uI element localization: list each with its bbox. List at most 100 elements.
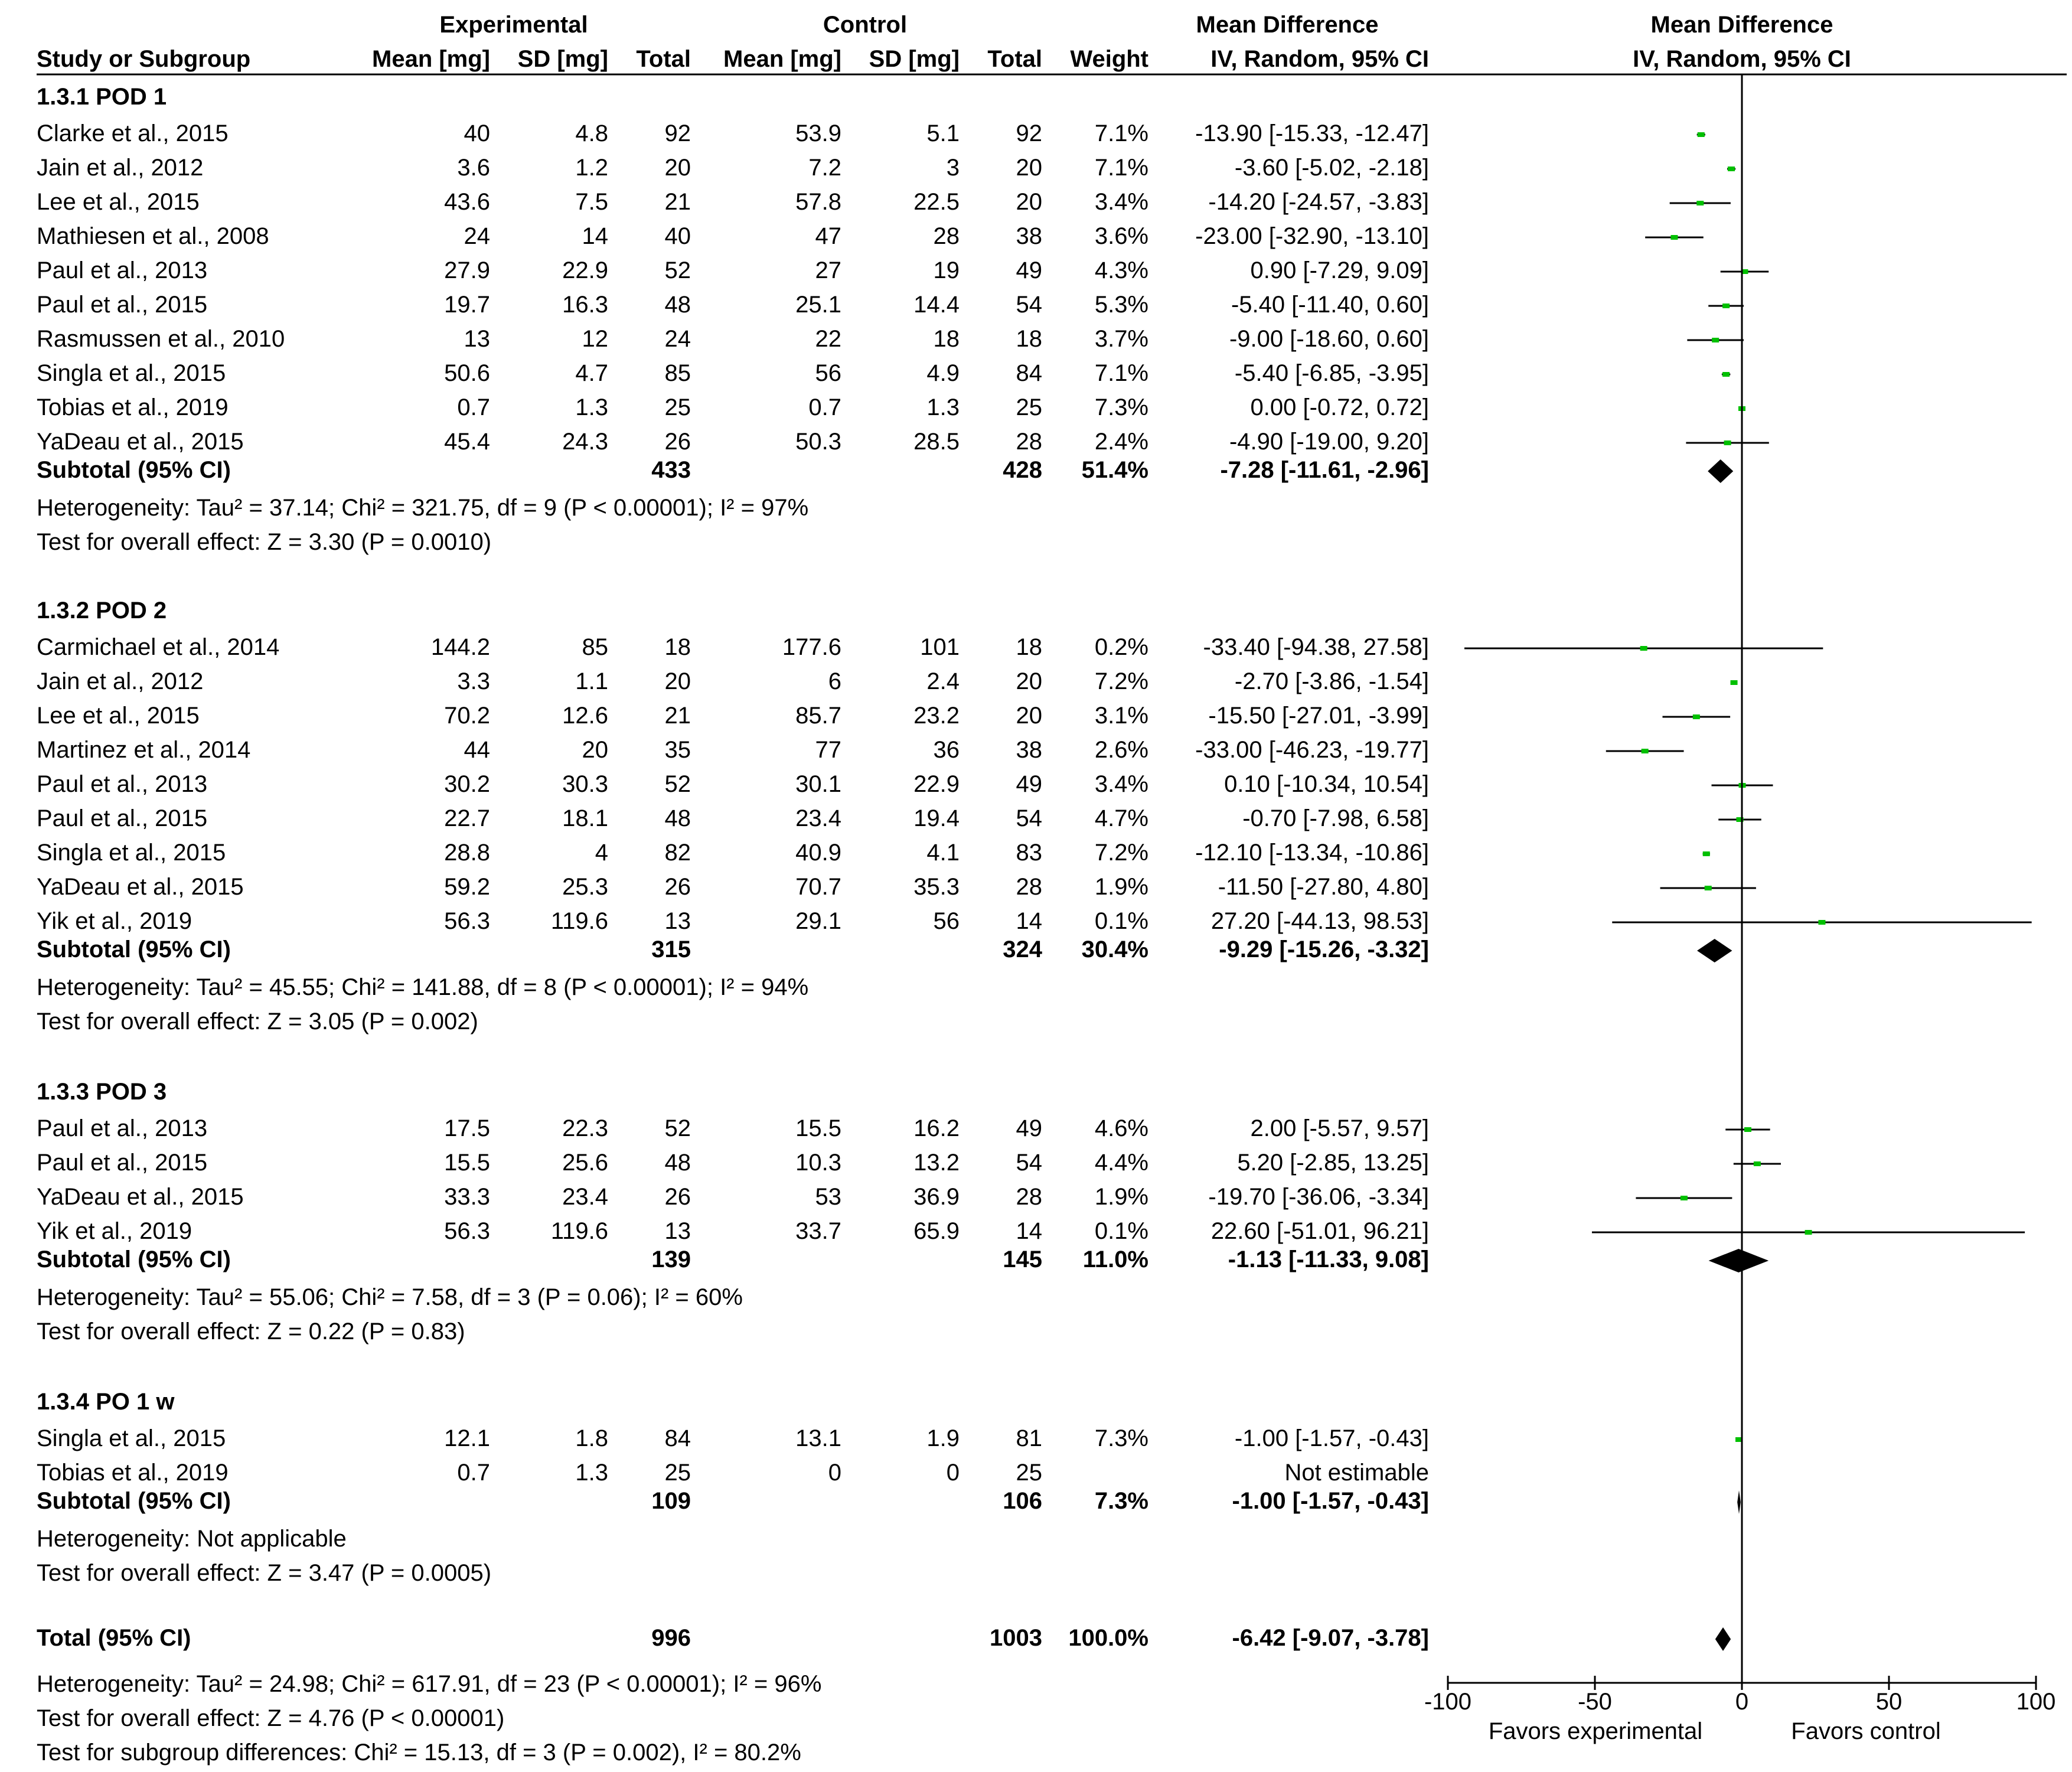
subgroup-heterogeneity: Heterogeneity: Tau² = 55.06; Chi² = 7.58… — [37, 1284, 743, 1310]
study-c-mean: 85.7 — [795, 703, 841, 729]
study-e-sd: 12.6 — [562, 703, 608, 729]
study-e-sd: 119.6 — [550, 908, 608, 934]
study-c-total: 25 — [1016, 394, 1043, 420]
study-c-mean: 53 — [815, 1184, 842, 1210]
effect-point — [1722, 372, 1730, 377]
study-e-sd: 1.8 — [575, 1425, 608, 1451]
study-name: Paul et al., 2013 — [37, 257, 208, 283]
study-ci: -9.00 [-18.60, 0.60] — [1229, 326, 1429, 352]
study-name: Singla et al., 2015 — [37, 1425, 226, 1451]
study-e-total: 13 — [664, 1218, 691, 1244]
study-e-mean: 56.3 — [444, 908, 490, 934]
effect-point — [1697, 132, 1705, 137]
study-c-sd: 5.1 — [926, 120, 960, 146]
study-weight: 7.1% — [1094, 155, 1148, 181]
effect-point — [1818, 920, 1826, 925]
study-ci: Not estimable — [1284, 1460, 1429, 1486]
study-weight: 7.2% — [1094, 840, 1148, 866]
study-e-sd: 22.9 — [562, 257, 608, 283]
study-e-mean: 28.8 — [444, 840, 490, 866]
study-name: Clarke et al., 2015 — [37, 120, 229, 146]
effect-point — [1696, 201, 1704, 205]
study-e-sd: 1.3 — [575, 394, 608, 420]
footer-stat-1: Heterogeneity: Tau² = 24.98; Chi² = 617.… — [37, 1671, 822, 1697]
study-name: Rasmussen et al., 2010 — [37, 326, 285, 352]
study-c-total: 18 — [1016, 326, 1043, 352]
study-e-total: 21 — [664, 189, 691, 215]
subgroup-overall-effect: Test for overall effect: Z = 0.22 (P = 0… — [37, 1319, 465, 1344]
study-name: YaDeau et al., 2015 — [37, 1184, 244, 1210]
study-c-sd: 0 — [946, 1460, 960, 1486]
footer-stat-3: Test for subgroup differences: Chi² = 15… — [37, 1740, 801, 1766]
study-c-mean: 0 — [828, 1460, 841, 1486]
effect-point — [1702, 851, 1710, 856]
study-e-total: 13 — [664, 908, 691, 934]
study-weight: 5.3% — [1094, 292, 1148, 318]
study-c-sd: 1.9 — [926, 1425, 960, 1451]
study-e-sd: 16.3 — [562, 292, 608, 318]
study-c-sd: 19.4 — [913, 805, 960, 831]
study-e-sd: 7.5 — [575, 189, 608, 215]
study-e-sd: 23.4 — [562, 1184, 608, 1210]
study-e-mean: 17.5 — [444, 1115, 490, 1141]
subtotal-diamond — [1737, 1490, 1741, 1514]
study-name: Mathiesen et al., 2008 — [37, 223, 269, 249]
study-name: Yik et al., 2019 — [37, 1218, 192, 1244]
study-c-total: 20 — [1016, 189, 1043, 215]
study-c-total: 18 — [1016, 634, 1043, 660]
total-ctrl-total: 1003 — [990, 1625, 1042, 1651]
study-c-mean: 29.1 — [795, 908, 841, 934]
study-name: Paul et al., 2013 — [37, 1115, 208, 1141]
study-weight: 0.2% — [1094, 634, 1148, 660]
subtotal-ctrl-total: 145 — [1003, 1246, 1042, 1272]
effect-point — [1712, 338, 1719, 342]
study-c-mean: 30.1 — [795, 771, 841, 797]
study-e-mean: 19.7 — [444, 292, 490, 318]
study-c-mean: 40.9 — [795, 840, 841, 866]
study-e-total: 48 — [664, 1150, 691, 1176]
effect-point — [1728, 167, 1735, 171]
study-c-sd: 22.5 — [913, 189, 960, 215]
header-mean-difference-plot: Mean Difference — [1650, 12, 1833, 38]
study-e-total: 40 — [664, 223, 691, 249]
study-c-mean: 56 — [815, 360, 842, 386]
study-c-mean: 70.7 — [795, 874, 841, 900]
effect-point — [1670, 235, 1678, 240]
study-c-total: 38 — [1016, 223, 1043, 249]
study-name: Paul et al., 2015 — [37, 1150, 208, 1176]
study-name: Paul et al., 2013 — [37, 771, 208, 797]
study-e-sd: 12 — [582, 326, 609, 352]
study-e-total: 26 — [664, 1184, 691, 1210]
study-c-total: 54 — [1016, 292, 1043, 318]
study-c-total: 38 — [1016, 737, 1043, 763]
study-e-mean: 3.6 — [457, 155, 490, 181]
subtotal-exp-total: 109 — [651, 1488, 691, 1514]
study-c-sd: 22.9 — [913, 771, 960, 797]
study-name: Singla et al., 2015 — [37, 840, 226, 866]
study-c-mean: 13.1 — [795, 1425, 841, 1451]
study-e-total: 92 — [664, 120, 691, 146]
study-e-mean: 144.2 — [430, 634, 490, 660]
study-c-mean: 177.6 — [782, 634, 841, 660]
study-c-sd: 16.2 — [913, 1115, 960, 1141]
effect-point — [1736, 817, 1744, 822]
study-weight: 3.6% — [1094, 223, 1148, 249]
study-ci: -3.60 [-5.02, -2.18] — [1234, 155, 1429, 181]
study-name: Tobias et al., 2019 — [37, 394, 229, 420]
x-tick-label: 50 — [1875, 1689, 1903, 1715]
header-method-plot: IV, Random, 95% CI — [1633, 46, 1851, 72]
study-c-sd: 18 — [933, 326, 960, 352]
study-c-mean: 33.7 — [795, 1218, 841, 1244]
study-c-total: 14 — [1016, 1218, 1043, 1244]
total-exp-total: 996 — [651, 1625, 691, 1651]
study-e-total: 20 — [664, 155, 691, 181]
effect-point — [1704, 886, 1712, 890]
study-e-mean: 40 — [464, 120, 491, 146]
study-c-mean: 0.7 — [808, 394, 841, 420]
subgroup-title: 1.3.4 PO 1 w — [37, 1389, 175, 1415]
study-ci: 0.90 [-7.29, 9.09] — [1250, 257, 1429, 283]
study-c-mean: 77 — [815, 737, 842, 763]
subtotal-diamond — [1697, 939, 1732, 962]
study-e-mean: 12.1 — [444, 1425, 490, 1451]
effect-point — [1730, 680, 1738, 685]
